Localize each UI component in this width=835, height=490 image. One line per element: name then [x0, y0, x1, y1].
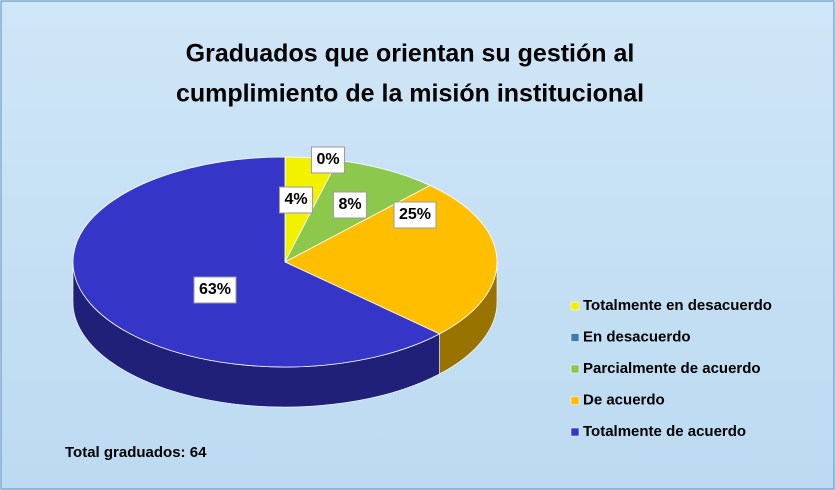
data-label: 8% — [338, 196, 361, 213]
legend-label: Totalmente de acuerdo — [583, 423, 746, 440]
data-label: 0% — [316, 151, 339, 168]
legend-swatch — [570, 301, 580, 311]
data-label: 4% — [284, 191, 307, 208]
legend-swatch — [570, 427, 580, 437]
chart-title: Graduados que orientan su gestión al — [186, 40, 635, 68]
data-label-box — [393, 201, 437, 229]
annotation: Total graduados: 64 — [65, 444, 207, 461]
legend-label: Totalmente en desacuerdo — [583, 297, 772, 314]
data-label-box — [193, 276, 237, 304]
legend-swatch — [570, 364, 580, 374]
data-label-box — [332, 191, 368, 219]
legend-swatch — [570, 333, 580, 342]
legend-label: En desacuerdo — [583, 328, 691, 345]
chart-title: cumplimiento de la misión institucional — [176, 80, 644, 108]
legend-label: De acuerdo — [583, 391, 665, 408]
legend-swatch — [570, 396, 580, 405]
data-label-box — [310, 146, 346, 174]
data-label-box — [278, 186, 314, 214]
slice — [72, 156, 441, 368]
data-label: 63% — [199, 281, 231, 298]
slice — [284, 185, 498, 335]
data-label: 25% — [399, 206, 431, 223]
legend-label: Parcialmente de acuerdo — [583, 360, 761, 377]
